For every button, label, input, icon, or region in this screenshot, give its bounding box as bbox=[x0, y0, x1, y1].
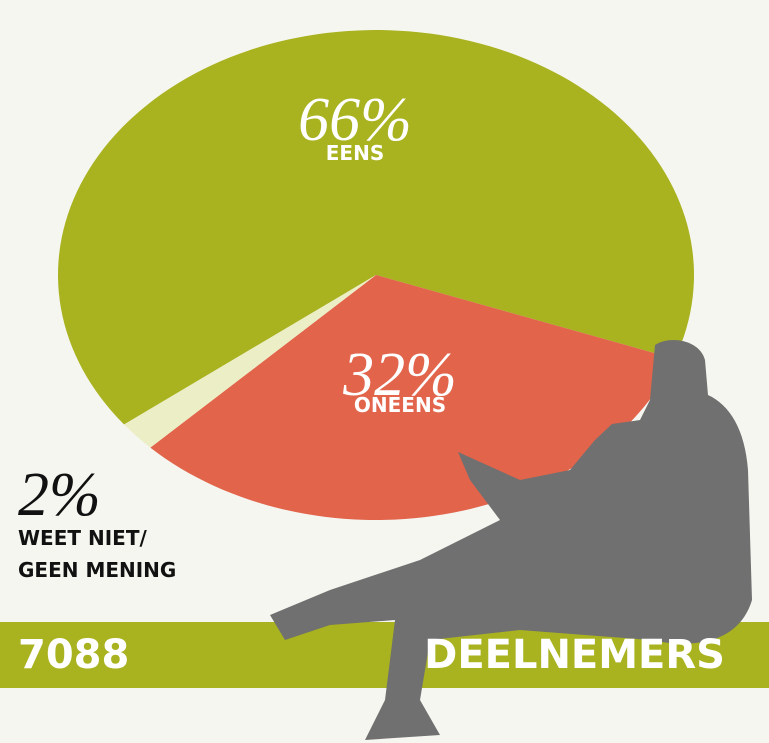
category-label: ONEENS bbox=[354, 393, 446, 417]
pie-slice bbox=[124, 275, 376, 448]
participant-label: DEELNEMERS bbox=[424, 632, 725, 678]
value-label: 2% bbox=[18, 461, 101, 529]
category-label: EENS bbox=[326, 141, 384, 165]
category-line: GEEN MENING bbox=[18, 558, 176, 582]
pie bbox=[57, 29, 694, 520]
category-label: WEET NIET/GEEN MENING bbox=[18, 526, 176, 582]
value-label: 66% bbox=[298, 86, 412, 154]
silhouette bbox=[270, 340, 752, 740]
labels: 66%EENS 32%ONEENS 2%WEET NIET/GEEN MENING bbox=[18, 86, 457, 582]
value-label: 32% bbox=[342, 341, 457, 409]
pie-slice bbox=[57, 29, 694, 425]
pie-slice bbox=[150, 275, 675, 520]
category-line: WEET NIET/ bbox=[18, 526, 147, 550]
participant-count: 7088 bbox=[18, 632, 129, 678]
